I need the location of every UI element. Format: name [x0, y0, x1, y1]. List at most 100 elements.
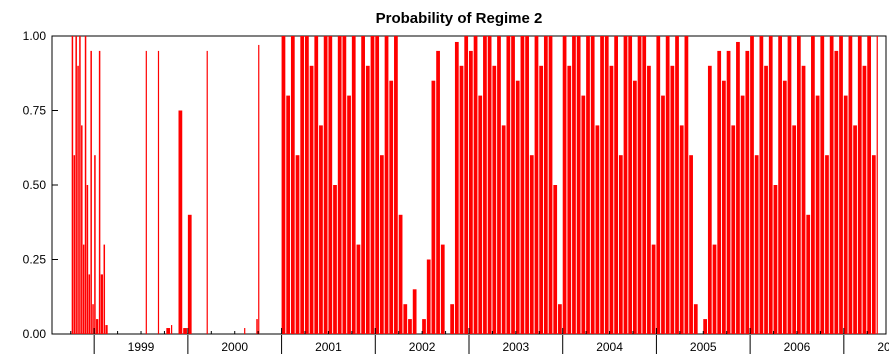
- data-spike: [71, 36, 74, 334]
- data-spike: [459, 65, 464, 335]
- data-spike: [75, 36, 77, 334]
- y-tick-label: 0.00: [23, 327, 47, 341]
- data-spike: [796, 36, 801, 334]
- data-spike: [679, 125, 684, 335]
- data-spike: [876, 36, 878, 334]
- data-spike: [764, 65, 768, 335]
- data-spike: [759, 36, 764, 334]
- data-spike: [365, 65, 370, 335]
- data-spike: [642, 36, 647, 334]
- data-spike: [166, 328, 171, 334]
- y-tick-label: 0.75: [23, 104, 47, 118]
- data-spike: [820, 36, 825, 334]
- data-spike: [628, 36, 633, 334]
- data-spike: [825, 155, 829, 334]
- plot-area: 0.00 0.25 0.50 0.75 1.00 1999 2000 2001 2002 200…: [23, 29, 889, 354]
- data-spike: [389, 80, 394, 334]
- data-spike: [782, 80, 787, 334]
- data-spike: [815, 95, 820, 334]
- data-spike: [478, 95, 483, 334]
- data-spike: [553, 185, 558, 334]
- data-spike: [754, 155, 759, 334]
- data-spike: [548, 36, 553, 334]
- data-spike: [857, 36, 862, 334]
- data-spike: [103, 244, 106, 334]
- data-spike: [689, 155, 693, 334]
- x-tick-label: 2003: [503, 340, 530, 354]
- chart-title: Probability of Regime 2: [376, 10, 543, 27]
- data-spike: [408, 319, 412, 334]
- data-spike: [600, 36, 604, 334]
- data-spike: [394, 36, 398, 334]
- data-spike: [105, 325, 108, 334]
- data-spike: [328, 36, 333, 334]
- data-spike: [848, 36, 853, 334]
- data-spike: [450, 304, 455, 334]
- data-spike: [258, 44, 260, 334]
- data-spike: [539, 65, 544, 335]
- series-layer: [71, 36, 878, 335]
- data-spike: [501, 125, 506, 335]
- x-axis: 1999 2000 2001 2002 2003 2004 2005 2006 2007: [70, 328, 889, 354]
- data-spike: [281, 36, 286, 334]
- data-spike: [178, 110, 183, 334]
- data-spike: [637, 36, 642, 334]
- data-spike: [309, 65, 314, 335]
- data-spike: [342, 36, 347, 334]
- data-spike: [853, 125, 857, 335]
- x-tick-label: 2007: [877, 340, 889, 354]
- data-spike: [100, 274, 103, 334]
- data-spike: [632, 80, 637, 334]
- y-tick-label: 0.50: [23, 178, 47, 192]
- data-spike: [829, 36, 834, 334]
- x-tick-label: 2001: [315, 340, 342, 354]
- data-spike: [492, 65, 497, 335]
- data-spike: [684, 36, 689, 334]
- data-spike: [351, 36, 356, 334]
- data-spike: [618, 155, 623, 334]
- data-spike: [768, 36, 773, 334]
- x-tick-label: 2005: [690, 340, 717, 354]
- data-spike: [73, 155, 76, 334]
- data-spike: [375, 36, 380, 334]
- data-spike: [183, 328, 187, 334]
- data-spike: [745, 50, 750, 335]
- data-spike: [464, 36, 469, 334]
- data-spike: [295, 155, 300, 334]
- data-spike: [487, 36, 492, 334]
- data-spike: [77, 65, 79, 335]
- data-spike: [347, 95, 351, 334]
- x-tick-label: 2002: [409, 340, 436, 354]
- data-spike: [726, 50, 731, 335]
- y-tick-label: 1.00: [23, 29, 47, 43]
- data-spike: [675, 36, 679, 334]
- data-spike: [595, 125, 600, 335]
- data-spike: [750, 36, 754, 334]
- data-spike: [534, 36, 539, 334]
- data-spike: [717, 50, 722, 335]
- data-spike: [806, 214, 811, 334]
- data-spike: [811, 36, 815, 334]
- data-spike: [171, 325, 173, 334]
- data-spike: [337, 36, 342, 334]
- data-spike: [623, 36, 628, 334]
- data-spike: [90, 50, 92, 335]
- data-spike: [436, 50, 440, 335]
- data-spike: [567, 65, 572, 335]
- data-spike: [693, 304, 698, 334]
- data-spike: [333, 185, 337, 334]
- data-spike: [305, 36, 309, 334]
- data-spike: [731, 125, 736, 335]
- x-tick-label: 1999: [128, 340, 155, 354]
- data-spike: [356, 244, 361, 334]
- data-spike: [778, 36, 782, 334]
- data-spike: [543, 36, 548, 334]
- data-spike: [483, 36, 487, 334]
- data-spike: [187, 214, 192, 334]
- data-spike: [529, 155, 534, 334]
- data-spike: [82, 244, 85, 334]
- data-spike: [286, 95, 291, 334]
- data-spike: [871, 155, 876, 334]
- data-spike: [300, 36, 305, 334]
